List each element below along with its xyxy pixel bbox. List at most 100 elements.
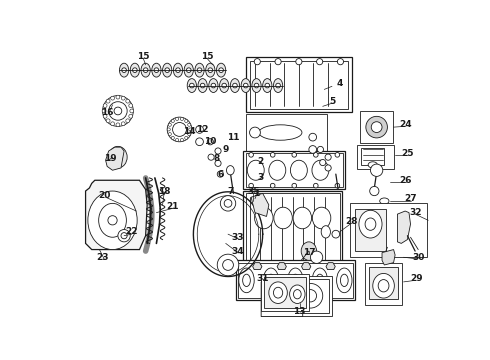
Ellipse shape	[291, 160, 307, 180]
Ellipse shape	[335, 183, 340, 188]
Ellipse shape	[337, 268, 352, 293]
Ellipse shape	[321, 226, 330, 238]
Bar	[261, 276, 332, 316]
Ellipse shape	[359, 210, 382, 238]
Bar	[244, 151, 345, 189]
Ellipse shape	[243, 274, 250, 287]
Ellipse shape	[143, 68, 148, 72]
Text: 6: 6	[217, 170, 223, 179]
Ellipse shape	[175, 138, 179, 141]
Ellipse shape	[122, 68, 126, 72]
Ellipse shape	[186, 68, 191, 72]
Ellipse shape	[98, 203, 126, 237]
Ellipse shape	[171, 136, 174, 139]
Ellipse shape	[141, 63, 150, 77]
Ellipse shape	[189, 128, 192, 131]
Bar	[355, 209, 386, 251]
Ellipse shape	[239, 268, 254, 293]
Ellipse shape	[224, 199, 232, 207]
Ellipse shape	[113, 152, 122, 163]
Text: 1: 1	[253, 189, 260, 198]
Text: 25: 25	[401, 149, 414, 158]
Ellipse shape	[290, 285, 305, 303]
Ellipse shape	[111, 122, 115, 126]
Ellipse shape	[220, 78, 229, 93]
Ellipse shape	[371, 122, 382, 132]
Ellipse shape	[298, 283, 323, 308]
Ellipse shape	[319, 159, 326, 166]
Bar	[261, 274, 309, 311]
Ellipse shape	[114, 107, 122, 115]
Ellipse shape	[188, 123, 191, 126]
Ellipse shape	[293, 207, 312, 229]
Ellipse shape	[304, 289, 317, 302]
Ellipse shape	[252, 78, 261, 93]
Text: 15: 15	[137, 52, 149, 61]
Bar	[245, 114, 326, 151]
Ellipse shape	[126, 99, 130, 103]
Ellipse shape	[111, 96, 115, 100]
Polygon shape	[382, 249, 395, 265]
Ellipse shape	[167, 117, 192, 142]
Text: 2: 2	[257, 157, 264, 166]
Text: 22: 22	[125, 228, 138, 237]
Ellipse shape	[106, 119, 110, 123]
Ellipse shape	[184, 63, 194, 77]
Ellipse shape	[274, 207, 293, 229]
Bar	[357, 145, 393, 170]
Bar	[245, 153, 343, 187]
Polygon shape	[253, 263, 262, 270]
Ellipse shape	[292, 183, 296, 188]
Ellipse shape	[249, 153, 253, 157]
Ellipse shape	[312, 268, 327, 293]
Ellipse shape	[312, 160, 329, 180]
Text: 28: 28	[345, 217, 358, 226]
Ellipse shape	[292, 153, 296, 157]
Ellipse shape	[309, 133, 317, 141]
Ellipse shape	[332, 230, 340, 238]
Text: 30: 30	[412, 253, 424, 262]
Ellipse shape	[309, 145, 317, 153]
Polygon shape	[397, 211, 411, 243]
Ellipse shape	[325, 165, 331, 171]
Ellipse shape	[296, 59, 302, 65]
Ellipse shape	[198, 78, 207, 93]
Ellipse shape	[276, 83, 280, 88]
Text: 4: 4	[337, 79, 343, 88]
Ellipse shape	[269, 282, 287, 303]
Ellipse shape	[233, 83, 237, 88]
Ellipse shape	[269, 160, 286, 180]
Bar	[361, 111, 393, 143]
Text: 19: 19	[104, 154, 117, 163]
Ellipse shape	[267, 274, 275, 287]
Ellipse shape	[373, 274, 394, 298]
Polygon shape	[261, 282, 303, 316]
Bar	[264, 279, 329, 313]
Ellipse shape	[270, 183, 275, 188]
Ellipse shape	[215, 148, 221, 154]
Ellipse shape	[132, 68, 137, 72]
Ellipse shape	[314, 153, 318, 157]
Ellipse shape	[168, 132, 172, 136]
Ellipse shape	[211, 83, 216, 88]
Ellipse shape	[168, 123, 172, 126]
Ellipse shape	[288, 268, 303, 293]
Ellipse shape	[270, 283, 295, 308]
Ellipse shape	[222, 260, 233, 270]
Ellipse shape	[292, 274, 299, 287]
Ellipse shape	[220, 195, 236, 211]
Text: 16: 16	[101, 108, 113, 117]
Ellipse shape	[318, 147, 323, 153]
Ellipse shape	[217, 254, 239, 276]
Polygon shape	[326, 263, 335, 270]
Ellipse shape	[175, 68, 180, 72]
Ellipse shape	[121, 233, 127, 239]
Text: 12: 12	[196, 125, 209, 134]
Ellipse shape	[312, 207, 331, 229]
Ellipse shape	[130, 109, 134, 113]
Ellipse shape	[241, 78, 250, 93]
Ellipse shape	[247, 160, 264, 180]
Ellipse shape	[365, 218, 376, 230]
Ellipse shape	[219, 68, 223, 72]
Ellipse shape	[129, 114, 133, 118]
